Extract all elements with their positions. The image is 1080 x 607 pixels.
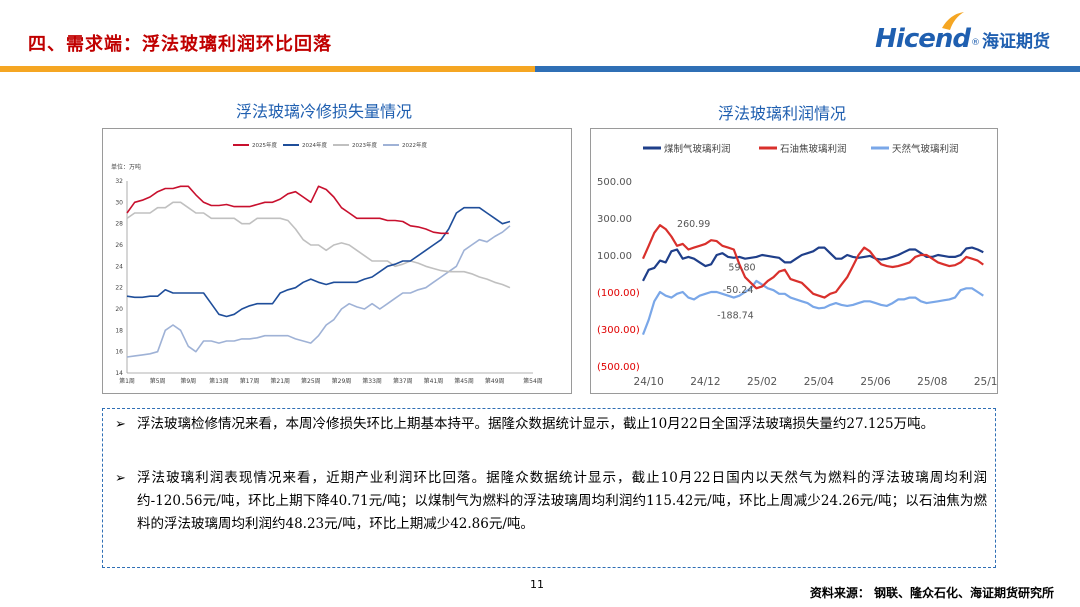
series-line-2023年度 xyxy=(126,201,511,289)
header-bar-3 xyxy=(535,66,1080,72)
right-chart-panel: 500.00 300.00 100.00 (100.00) (300.00) (500.0… xyxy=(590,128,1004,394)
x-tick-label: 24/12 xyxy=(690,376,720,388)
legend-label: 2022年度 xyxy=(402,141,427,149)
bullet-text-2: 浮法玻璃利润表现情况来看，近期产业利润环比回落。据隆众数据统计显示，截止10月2… xyxy=(137,470,987,532)
legend-label: 天然气玻璃利润 xyxy=(892,143,959,155)
arrow-bullet-icon: ➢ xyxy=(115,417,126,432)
y-tick-label: 26 xyxy=(115,242,123,249)
y-tick-label: 24 xyxy=(115,263,123,270)
y-tick-label: 14 xyxy=(115,370,123,377)
right-chart: 500.00 300.00 100.00 (100.00) (300.00) (500.0… xyxy=(597,143,1004,388)
arrow-bullet-icon: ➢ xyxy=(115,471,126,486)
series-line-天然气玻璃利润 xyxy=(641,279,984,335)
x-tick-label: 第45周 xyxy=(454,377,474,385)
brand-logo: Hicend ® 海证期货 xyxy=(875,12,1050,54)
bullet-item-2: ➢ 浮法玻璃利润表现情况来看，近期产业利润环比回落。据隆众数据统计显示，截止10… xyxy=(115,467,987,536)
header-bar-1 xyxy=(0,66,440,72)
x-tick-label: 25/02 xyxy=(747,376,777,388)
y-tick-label: (100.00) xyxy=(597,288,640,299)
bullet-item-1: ➢ 浮法玻璃检修情况来看，本周冷修损失环比上期基本持平。据隆众数据统计显示，截止… xyxy=(115,413,987,436)
y-tick-label: (500.00) xyxy=(597,362,640,373)
source-note: 资料来源： 钢联、隆众石化、海证期货研究所 xyxy=(809,586,1054,600)
y-tick-label: 100.00 xyxy=(597,251,632,262)
x-tick-label: 25/10 xyxy=(974,376,997,388)
series-line-石油焦玻璃利润 xyxy=(641,224,984,299)
x-tick-label: 第29周 xyxy=(332,377,352,385)
page-number: 11 xyxy=(530,578,544,591)
legend-label: 石油焦玻璃利润 xyxy=(780,143,847,155)
brand-cn: 海证期货 xyxy=(982,32,1050,52)
series-line-2025年度 xyxy=(126,185,449,235)
x-tick-label: 第25周 xyxy=(301,377,321,385)
x-tick-label: 第1周 xyxy=(119,377,135,385)
x-tick-label: 24/10 xyxy=(634,376,664,388)
y-tick-label: 16 xyxy=(115,349,123,356)
x-tick-label: 第37周 xyxy=(393,377,413,385)
right-chart-title: 浮法玻璃利润情况 xyxy=(718,104,847,123)
legend-label: 2025年度 xyxy=(252,141,277,149)
series-line-煤制气玻璃利润 xyxy=(642,246,984,282)
legend-label: 2023年度 xyxy=(352,141,377,149)
header-bar-2 xyxy=(440,66,535,72)
y-tick-label: 32 xyxy=(115,178,123,185)
data-annotation: -188.74 xyxy=(717,310,754,321)
left-chart-panel: 单位：万吨 32 30 28 26 24 22 20 18 16 14 第1周 第5周 第9周 第13周 第1… xyxy=(102,128,572,394)
x-tick-label: 第5周 xyxy=(150,377,166,385)
x-tick-label: 第49周 xyxy=(485,377,505,385)
legend-label: 2024年度 xyxy=(302,141,327,149)
y-tick-label: 300.00 xyxy=(597,214,632,225)
legend-label: 煤制气玻璃利润 xyxy=(664,143,731,155)
x-tick-label: 第41周 xyxy=(424,377,444,385)
y-tick-label: 500.00 xyxy=(597,177,632,188)
x-tick-label: 第13周 xyxy=(209,377,229,385)
y-tick-label: 20 xyxy=(115,306,123,313)
x-tick-label: 第54周 xyxy=(523,377,543,385)
y-tick-label: 22 xyxy=(115,285,123,292)
y-tick-label: 28 xyxy=(115,221,123,228)
page-title: 四、需求端：浮法玻璃利润环比回落 xyxy=(28,34,332,55)
x-tick-label: 第21周 xyxy=(270,377,290,385)
x-tick-label: 第33周 xyxy=(362,377,382,385)
left-chart-title: 浮法玻璃冷修损失量情况 xyxy=(236,102,413,121)
data-annotation: 59.80 xyxy=(728,262,755,273)
analysis-box: ➢ 浮法玻璃检修情况来看，本周冷修损失环比上期基本持平。据隆众数据统计显示，截止… xyxy=(102,408,996,568)
brand-name: Hicend xyxy=(875,24,971,54)
series-line-2024年度 xyxy=(126,206,511,318)
x-tick-label: 25/08 xyxy=(917,376,947,388)
y-tick-label: (300.00) xyxy=(597,325,640,336)
x-tick-label: 第17周 xyxy=(240,377,260,385)
y-tick-label: 30 xyxy=(115,199,123,206)
x-tick-label: 第9周 xyxy=(180,377,196,385)
y-tick-label: 18 xyxy=(115,327,123,334)
unit-label: 单位：万吨 xyxy=(111,163,141,171)
data-annotation: 260.99 xyxy=(677,219,710,230)
data-annotation: -50.24 xyxy=(723,285,754,296)
series-line-2022年度 xyxy=(126,225,511,358)
x-tick-label: 25/06 xyxy=(860,376,891,388)
x-tick-label: 25/04 xyxy=(804,376,835,388)
bullet-text-1: 浮法玻璃检修情况来看，本周冷修损失环比上期基本持平。据隆众数据统计显示，截止10… xyxy=(137,416,935,432)
